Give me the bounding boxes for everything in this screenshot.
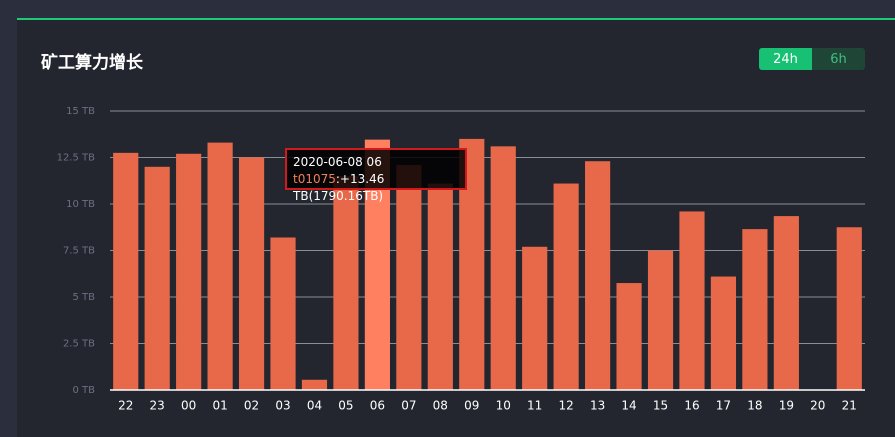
x-tick-label: 14 — [621, 399, 636, 413]
bar — [301, 379, 328, 390]
bar — [333, 176, 359, 390]
bar — [773, 216, 799, 390]
x-tick-label: 23 — [150, 399, 165, 413]
x-tick-label: 21 — [842, 399, 857, 413]
toggle-24h[interactable]: 24h — [759, 48, 812, 70]
x-tick-label: 22 — [118, 399, 133, 413]
bar — [553, 183, 579, 390]
y-tick-label: 2.5 TB — [63, 339, 95, 350]
bar — [742, 229, 768, 390]
x-tick-label: 01 — [212, 399, 227, 413]
x-tick-label: 08 — [433, 399, 448, 413]
x-tick-label: 04 — [307, 399, 322, 413]
x-tick-label: 09 — [464, 399, 479, 413]
bar — [207, 142, 233, 390]
bar — [238, 157, 265, 390]
x-tick-label: 17 — [716, 399, 731, 413]
x-tick-label: 16 — [684, 399, 699, 413]
bar — [490, 146, 516, 390]
bar — [522, 246, 548, 390]
bar — [427, 183, 453, 390]
x-tick-label: 05 — [338, 399, 353, 413]
y-tick-label: 7.5 TB — [63, 246, 95, 257]
x-tick-label: 03 — [275, 399, 290, 413]
x-tick-label: 06 — [370, 399, 385, 413]
tooltip: 2020-06-08 06 t01075:+13.46 TB(1790.16TB… — [285, 148, 467, 203]
x-tick-label: 13 — [590, 399, 605, 413]
bar — [270, 237, 296, 390]
bar — [647, 250, 674, 390]
bar — [113, 152, 139, 390]
tooltip-text: :+13.46 TB(1790.16TB) — [293, 172, 385, 203]
bar — [144, 166, 170, 390]
x-tick-label: 02 — [244, 399, 259, 413]
x-tick-label: 11 — [527, 399, 542, 413]
y-tick-label: 10 TB — [66, 199, 95, 210]
x-tick-label: 15 — [653, 399, 668, 413]
title: 矿工算力增长 — [41, 53, 143, 73]
x-tick-label: 20 — [810, 399, 825, 413]
bar — [396, 164, 422, 390]
x-tick-label: 19 — [779, 399, 794, 413]
tooltip-miner: t01075 — [293, 172, 336, 186]
toggle-6h[interactable]: 6h — [812, 48, 865, 70]
x-tick-label: 07 — [401, 399, 416, 413]
bar — [585, 161, 611, 390]
x-tick-label: 18 — [747, 399, 762, 413]
bar — [616, 283, 642, 390]
top-line — [17, 18, 895, 20]
y-tick-label: 5 TB — [72, 292, 95, 303]
bar — [710, 276, 737, 390]
tooltip-line: t01075:+13.46 TB(1790.16TB) — [293, 171, 465, 205]
y-tick-label: 12.5 TB — [57, 153, 96, 164]
x-tick-label: 12 — [559, 399, 574, 413]
tooltip-title: 2020-06-08 06 — [293, 155, 382, 169]
toggle: 24h 6h — [759, 48, 865, 70]
y-tick-label: 15 TB — [66, 106, 95, 117]
x-tick-label: 00 — [181, 399, 196, 413]
bar — [679, 211, 705, 390]
bar — [836, 227, 862, 390]
x-tick-label: 10 — [496, 399, 511, 413]
y-tick-label: 0 TB — [72, 385, 95, 396]
bar — [176, 153, 202, 390]
